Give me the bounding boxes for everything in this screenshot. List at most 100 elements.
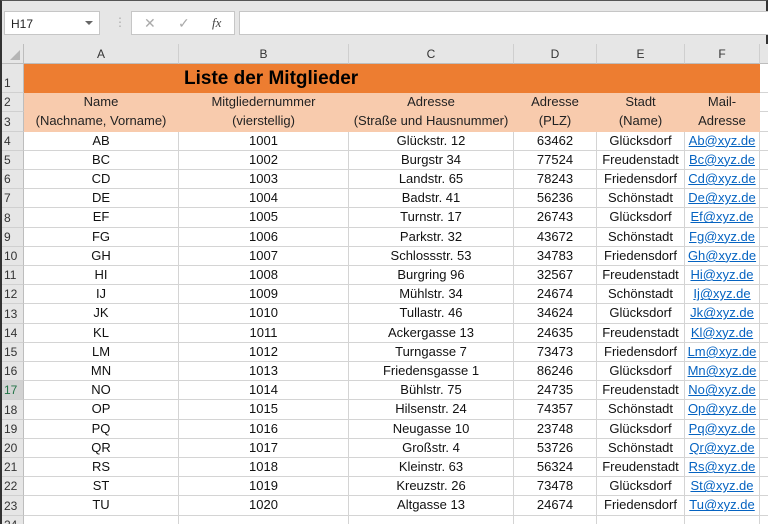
- cell[interactable]: 73478: [514, 477, 597, 497]
- cell[interactable]: 74357: [514, 400, 597, 420]
- cell[interactable]: Gh@xyz.de: [685, 246, 760, 266]
- column-header-extra[interactable]: [760, 44, 768, 64]
- cell[interactable]: GH: [24, 246, 179, 266]
- column-header-D[interactable]: D: [514, 44, 597, 64]
- cell[interactable]: Schönstadt: [597, 227, 685, 247]
- row-header[interactable]: 13: [2, 304, 24, 324]
- cell[interactable]: 56324: [514, 458, 597, 478]
- cell[interactable]: Turnstr. 17: [349, 208, 514, 228]
- email-link[interactable]: Op@xyz.de: [687, 401, 757, 417]
- cell[interactable]: [760, 112, 768, 132]
- cell[interactable]: [760, 343, 768, 362]
- cell[interactable]: Glücksdorf: [597, 208, 685, 228]
- row-header[interactable]: 9: [2, 227, 24, 247]
- cell[interactable]: [760, 189, 768, 209]
- email-link[interactable]: Ab@xyz.de: [688, 132, 756, 148]
- column-header-B[interactable]: B: [179, 44, 349, 64]
- cell[interactable]: Freudenstadt: [597, 458, 685, 478]
- cell[interactable]: Hilsenstr. 24: [349, 400, 514, 420]
- cell[interactable]: [179, 515, 349, 524]
- cell[interactable]: [760, 266, 768, 286]
- column-header-E[interactable]: E: [597, 44, 685, 64]
- cell[interactable]: Pq@xyz.de: [685, 419, 760, 439]
- cell[interactable]: 1010: [179, 304, 349, 324]
- cell[interactable]: [760, 64, 768, 93]
- insert-function-icon[interactable]: fx: [212, 15, 222, 30]
- email-link[interactable]: Qr@xyz.de: [689, 439, 755, 455]
- cell[interactable]: Op@xyz.de: [685, 400, 760, 420]
- cell[interactable]: [685, 515, 760, 524]
- row-header[interactable]: 18: [2, 400, 24, 420]
- cell[interactable]: [760, 208, 768, 228]
- cell[interactable]: [760, 228, 768, 247]
- cell[interactable]: IJ: [24, 285, 179, 305]
- row-header[interactable]: 17: [2, 381, 24, 401]
- cell[interactable]: 1020: [179, 496, 349, 516]
- header-cell[interactable]: Adresse: [514, 93, 597, 113]
- cell[interactable]: 63462: [514, 131, 597, 151]
- cell[interactable]: 23748: [514, 419, 597, 439]
- cell[interactable]: Freudenstadt: [597, 150, 685, 170]
- email-link[interactable]: Bc@xyz.de: [689, 151, 755, 167]
- cell[interactable]: 53726: [514, 438, 597, 458]
- cell[interactable]: 1008: [179, 266, 349, 286]
- email-link[interactable]: Hi@xyz.de: [690, 267, 754, 282]
- cell[interactable]: 1004: [179, 189, 349, 209]
- cell[interactable]: 1012: [179, 342, 349, 362]
- cell[interactable]: 86246: [514, 362, 597, 382]
- cell[interactable]: Tullastr. 46: [349, 304, 514, 324]
- cell[interactable]: Burgring 96: [349, 266, 514, 286]
- row-header[interactable]: 20: [2, 438, 24, 458]
- cell[interactable]: Ackergasse 13: [349, 323, 514, 343]
- cell[interactable]: 77524: [514, 150, 597, 170]
- cell[interactable]: TU: [24, 496, 179, 516]
- cell[interactable]: Freudenstadt: [597, 381, 685, 401]
- cell[interactable]: De@xyz.de: [685, 189, 760, 209]
- row-header[interactable]: 16: [2, 362, 24, 382]
- cell[interactable]: 1006: [179, 227, 349, 247]
- select-all-button[interactable]: [2, 44, 24, 64]
- row-header[interactable]: 2: [2, 93, 24, 113]
- cell[interactable]: 1013: [179, 362, 349, 382]
- cell[interactable]: Fg@xyz.de: [685, 227, 760, 247]
- cell[interactable]: KL: [24, 323, 179, 343]
- name-box[interactable]: H17: [4, 11, 100, 35]
- cell[interactable]: NO: [24, 381, 179, 401]
- cell[interactable]: Rs@xyz.de: [685, 458, 760, 478]
- cell[interactable]: Glücksdorf: [597, 131, 685, 151]
- cell[interactable]: Glücksdorf: [597, 304, 685, 324]
- cell[interactable]: 24674: [514, 285, 597, 305]
- header-cell[interactable]: Mitgliedernummer: [179, 93, 349, 113]
- cell[interactable]: OP: [24, 400, 179, 420]
- cell[interactable]: [760, 285, 768, 305]
- cell[interactable]: 43672: [514, 227, 597, 247]
- row-header[interactable]: 7: [2, 189, 24, 209]
- cell[interactable]: [760, 247, 768, 266]
- cell[interactable]: 1001: [179, 131, 349, 151]
- cell[interactable]: Friedensdorf: [597, 246, 685, 266]
- cell[interactable]: 1017: [179, 438, 349, 458]
- cell[interactable]: EF: [24, 208, 179, 228]
- email-link[interactable]: Pq@xyz.de: [688, 420, 756, 436]
- row-header[interactable]: 15: [2, 342, 24, 362]
- email-link[interactable]: No@xyz.de: [688, 382, 756, 398]
- cell[interactable]: Parkstr. 32: [349, 227, 514, 247]
- cell[interactable]: Altgasse 13: [349, 496, 514, 516]
- cell[interactable]: Friedensdorf: [597, 170, 685, 190]
- cancel-icon[interactable]: ✕: [144, 15, 156, 31]
- cell[interactable]: Glücksdorf: [597, 419, 685, 439]
- header-cell[interactable]: (Nachname, Vorname): [24, 112, 179, 132]
- row-header[interactable]: 23: [2, 496, 24, 516]
- cell[interactable]: 26743: [514, 208, 597, 228]
- header-cell[interactable]: (PLZ): [514, 112, 597, 132]
- cell[interactable]: 24635: [514, 323, 597, 343]
- cell[interactable]: PQ: [24, 419, 179, 439]
- cell[interactable]: 1005: [179, 208, 349, 228]
- email-link[interactable]: Ef@xyz.de: [690, 209, 754, 225]
- cell[interactable]: 1007: [179, 246, 349, 266]
- cell[interactable]: RS: [24, 458, 179, 478]
- cell[interactable]: Burgstr 34: [349, 150, 514, 170]
- cell[interactable]: [760, 381, 768, 401]
- cell[interactable]: [514, 515, 597, 524]
- header-cell[interactable]: Stadt: [597, 93, 685, 113]
